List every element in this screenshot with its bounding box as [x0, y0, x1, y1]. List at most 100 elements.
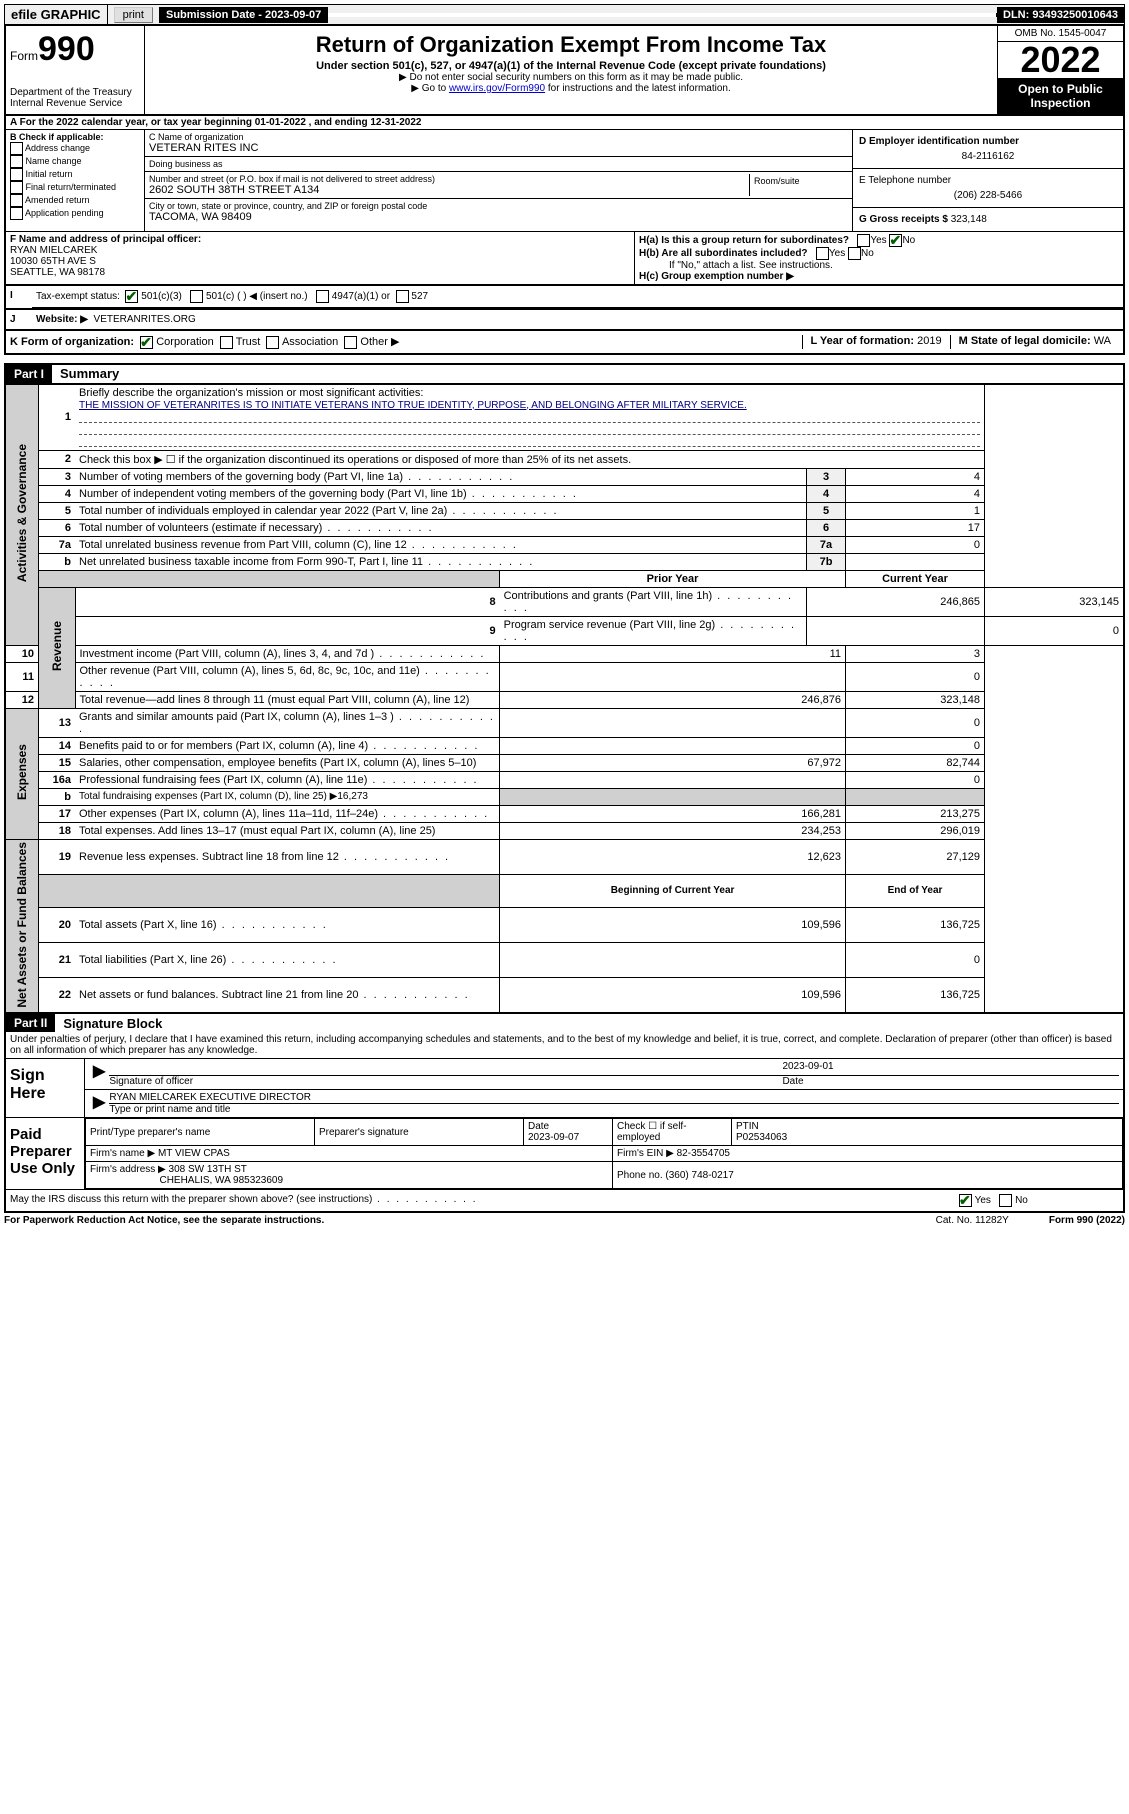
- r12-n: 12: [22, 694, 34, 706]
- section-a-body: B Check if applicable: Address change Na…: [6, 130, 1123, 231]
- prep-header-row: Print/Type preparer's name Preparer's si…: [86, 1119, 1123, 1146]
- part2-bar: Part II Signature Block: [4, 1014, 1125, 1032]
- firm-city-val: CHEHALIS, WA 985323609: [159, 1175, 283, 1186]
- note2-pre: ▶ Go to: [411, 83, 449, 94]
- arrow-icon-2: ▶: [89, 1092, 109, 1115]
- i-opt3: 4947(a)(1) or: [332, 291, 390, 302]
- cell-ein: D Employer identification number 84-2116…: [853, 130, 1123, 169]
- e-val: (206) 228-5466: [859, 190, 1117, 201]
- checkbox-ha-yes[interactable]: [857, 234, 870, 247]
- discuss-row: May the IRS discuss this return with the…: [6, 1189, 1123, 1211]
- footer-mid: Cat. No. 11282Y: [936, 1215, 1009, 1226]
- k-opt0: Corporation: [156, 336, 213, 348]
- f-addr: 10030 65TH AVE S: [10, 256, 630, 267]
- ptin-val: P02534063: [736, 1132, 787, 1143]
- checkbox-initial[interactable]: [10, 168, 23, 181]
- efile-label: efile GRAPHIC: [5, 5, 108, 24]
- checkbox-addr-change[interactable]: [10, 142, 23, 155]
- form-title: Return of Organization Exempt From Incom…: [149, 32, 993, 58]
- f-label: F Name and address of principal officer:: [10, 234, 630, 245]
- print-button[interactable]: print: [114, 7, 153, 23]
- checkbox-ha-no[interactable]: [889, 234, 902, 247]
- col-prior: Prior Year: [500, 570, 846, 587]
- r8-cur: 323,145: [985, 587, 1125, 616]
- arrow-icon: ▶: [89, 1061, 109, 1087]
- r12-cur: 323,148: [846, 691, 985, 708]
- firm-ein-cell: Firm's EIN ▶ 82-3554705: [613, 1146, 1123, 1162]
- b-opt-4-label: Amended return: [25, 195, 90, 205]
- r11-desc: Other revenue (Part VIII, column (A), li…: [75, 662, 500, 691]
- dash1: [79, 412, 980, 423]
- sig-date-cell: 2023-09-01 Date: [782, 1061, 1119, 1087]
- r16b-cur: [846, 788, 985, 805]
- checkbox-corp[interactable]: [140, 336, 153, 349]
- g-label: G Gross receipts $: [859, 214, 948, 225]
- yes-label: Yes: [975, 1195, 991, 1206]
- checkbox-trust[interactable]: [220, 336, 233, 349]
- row-3: 3 Number of voting members of the govern…: [5, 468, 1124, 485]
- r13-desc: Grants and similar amounts paid (Part IX…: [75, 708, 500, 737]
- b-opt-0-label: Address change: [25, 143, 90, 153]
- checkbox-pending[interactable]: [10, 207, 23, 220]
- checkbox-name-change[interactable]: [10, 155, 23, 168]
- sig-officer-cell: Signature of officer: [109, 1061, 782, 1087]
- r11-prior: [500, 662, 846, 691]
- r8-prior: 246,865: [807, 587, 985, 616]
- r5-val: 1: [846, 502, 985, 519]
- h-c-label: H(c) Group exemption number ▶: [639, 271, 794, 282]
- checkbox-discuss-yes[interactable]: [959, 1194, 972, 1207]
- form-990-num: 990: [38, 30, 95, 68]
- e-label: E Telephone number: [859, 175, 1117, 186]
- b-opt-3: Final return/terminated: [10, 181, 140, 194]
- prep-check: Check ☐ if self-employed: [613, 1119, 732, 1146]
- r13-cur: 0: [846, 708, 985, 737]
- cell-orgname: C Name of organization VETERAN RITES INC: [145, 130, 852, 157]
- prep-col4: PTIN: [736, 1121, 759, 1132]
- spacer: [328, 13, 997, 17]
- checkbox-other[interactable]: [344, 336, 357, 349]
- prep-date: 2023-09-07: [528, 1132, 579, 1143]
- checkbox-501c[interactable]: [190, 290, 203, 303]
- checkbox-hb-no[interactable]: [848, 247, 861, 260]
- checkbox-501c3[interactable]: [125, 290, 138, 303]
- colhead-spacer2: [75, 570, 500, 587]
- officer-name-cell: RYAN MIELCAREK EXECUTIVE DIRECTOR Type o…: [109, 1092, 1119, 1115]
- col-current: Current Year: [846, 570, 985, 587]
- c-name-val: VETERAN RITES INC: [149, 142, 848, 154]
- checkbox-hb-yes[interactable]: [816, 247, 829, 260]
- irs-link[interactable]: www.irs.gov/Form990: [449, 83, 545, 94]
- dln-label: DLN: 93493250010643: [997, 7, 1124, 23]
- row2-num: 2: [39, 450, 76, 468]
- checkbox-527[interactable]: [396, 290, 409, 303]
- checkbox-4947[interactable]: [316, 290, 329, 303]
- r14-cur: 0: [846, 737, 985, 754]
- checkbox-discuss-no[interactable]: [999, 1194, 1012, 1207]
- r18-cur: 296,019: [846, 822, 985, 839]
- m-content: M State of legal domicile: WA: [950, 335, 1119, 349]
- j-val: VETERANRITES.ORG: [94, 314, 196, 325]
- row-i-j: I Tax-exempt status: 501(c)(3) 501(c) ( …: [4, 286, 1125, 310]
- f-name: RYAN MIELCAREK: [10, 245, 630, 256]
- b-opt-5-label: Application pending: [25, 208, 104, 218]
- r12-desc: Total revenue—add lines 8 through 11 (mu…: [75, 691, 500, 708]
- r16b-desc: Total fundraising expenses (Part IX, col…: [75, 788, 500, 805]
- b-opt-4: Amended return: [10, 194, 140, 207]
- col-end: End of Year: [846, 874, 985, 907]
- checkbox-assoc[interactable]: [266, 336, 279, 349]
- checkbox-amended[interactable]: [10, 194, 23, 207]
- k-opt3: Other ▶: [360, 336, 399, 348]
- h-b: H(b) Are all subordinates included? Yes …: [639, 247, 1119, 260]
- discuss-text: May the IRS discuss this return with the…: [10, 1194, 959, 1207]
- r3-box: 3: [807, 468, 846, 485]
- d-val: 84-2116162: [859, 151, 1117, 162]
- side-revenue: Revenue: [39, 587, 76, 708]
- c-city-label: City or town, state or province, country…: [149, 201, 848, 211]
- r6-val: 17: [846, 519, 985, 536]
- h-a: H(a) Is this a group return for subordin…: [639, 234, 1119, 247]
- r6-desc: Total number of volunteers (estimate if …: [75, 519, 807, 536]
- top-bar: efile GRAPHIC print Submission Date - 20…: [4, 4, 1125, 25]
- checkbox-final[interactable]: [10, 181, 23, 194]
- r22-desc: Net assets or fund balances. Subtract li…: [75, 977, 500, 1013]
- header-right: OMB No. 1545-0047 2022 Open to Public In…: [997, 26, 1123, 114]
- i-opt1: 501(c)(3): [141, 291, 182, 302]
